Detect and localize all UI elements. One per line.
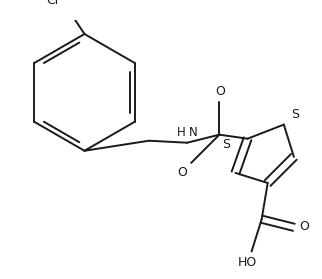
Text: O: O: [299, 220, 309, 233]
Text: Cl: Cl: [46, 0, 58, 7]
Text: N: N: [189, 126, 198, 139]
Text: S: S: [223, 138, 231, 151]
Text: O: O: [177, 166, 187, 179]
Text: O: O: [215, 85, 225, 98]
Text: HO: HO: [238, 256, 257, 269]
Text: H: H: [176, 126, 185, 139]
Text: S: S: [291, 108, 299, 121]
